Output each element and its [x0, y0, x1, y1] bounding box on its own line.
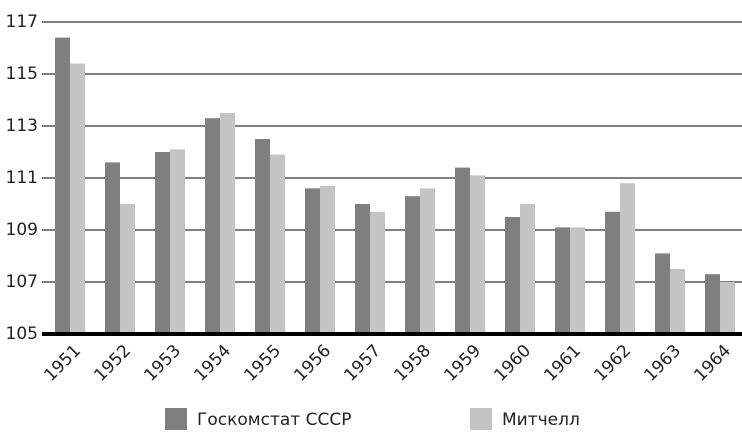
x-tick-label: 1956: [290, 341, 335, 386]
x-tick-label: 1959: [440, 341, 485, 386]
bar: [470, 175, 485, 334]
bar: [270, 154, 285, 334]
bar: [655, 253, 670, 334]
x-tick-label: 1962: [590, 341, 635, 386]
bar: [205, 118, 220, 334]
bar: [505, 217, 520, 334]
x-tick-label: 1953: [140, 341, 185, 386]
bar: [255, 139, 270, 334]
bar: [370, 211, 385, 334]
bar: [605, 211, 620, 334]
bar: [620, 183, 635, 334]
y-tick-label: 107: [6, 272, 38, 292]
bar: [705, 274, 720, 334]
bar: [355, 204, 370, 334]
y-tick-label: 113: [6, 116, 38, 136]
y-tick-label: 109: [6, 220, 38, 240]
legend-label: Госкомстат СССР: [197, 410, 351, 430]
bar: [220, 113, 235, 334]
x-tick-label: 1952: [90, 341, 135, 386]
bar: [670, 269, 685, 334]
x-tick-label: 1955: [240, 341, 285, 386]
y-tick-label: 111: [6, 168, 38, 188]
bar: [170, 149, 185, 334]
x-tick-label: 1963: [640, 341, 685, 386]
y-tick-label: 117: [6, 12, 38, 32]
legend-swatch: [470, 408, 492, 430]
bar: [320, 185, 335, 334]
legend-swatch: [165, 408, 187, 430]
bar: [555, 227, 570, 334]
x-tick-label: 1961: [540, 341, 585, 386]
bar: [155, 152, 170, 334]
x-tick-label: 1951: [40, 341, 85, 386]
bar: [455, 167, 470, 334]
bar: [520, 204, 535, 334]
bar: [405, 196, 420, 334]
bar: [420, 188, 435, 334]
bar: [70, 63, 85, 334]
x-tick-label: 1964: [690, 341, 735, 386]
x-tick-label: 1957: [340, 341, 385, 386]
y-tick-label: 105: [6, 324, 38, 344]
bar: [105, 162, 120, 334]
bar: [120, 204, 135, 334]
x-tick-label: 1954: [190, 341, 235, 386]
bar: [305, 188, 320, 334]
x-tick-label: 1960: [490, 341, 535, 386]
bar: [570, 227, 585, 334]
bar: [720, 282, 735, 334]
bar: [55, 37, 70, 334]
legend-label: Митчелл: [502, 410, 580, 430]
x-tick-label: 1958: [390, 341, 435, 386]
y-tick-label: 115: [6, 64, 38, 84]
